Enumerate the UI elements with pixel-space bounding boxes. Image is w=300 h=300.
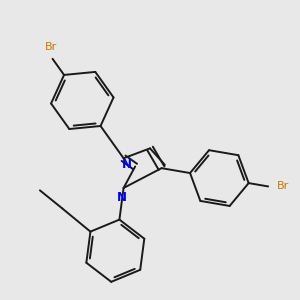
Text: N: N (117, 191, 127, 204)
Text: Br: Br (276, 182, 289, 191)
Text: Br: Br (45, 42, 57, 52)
Text: N: N (122, 158, 132, 171)
